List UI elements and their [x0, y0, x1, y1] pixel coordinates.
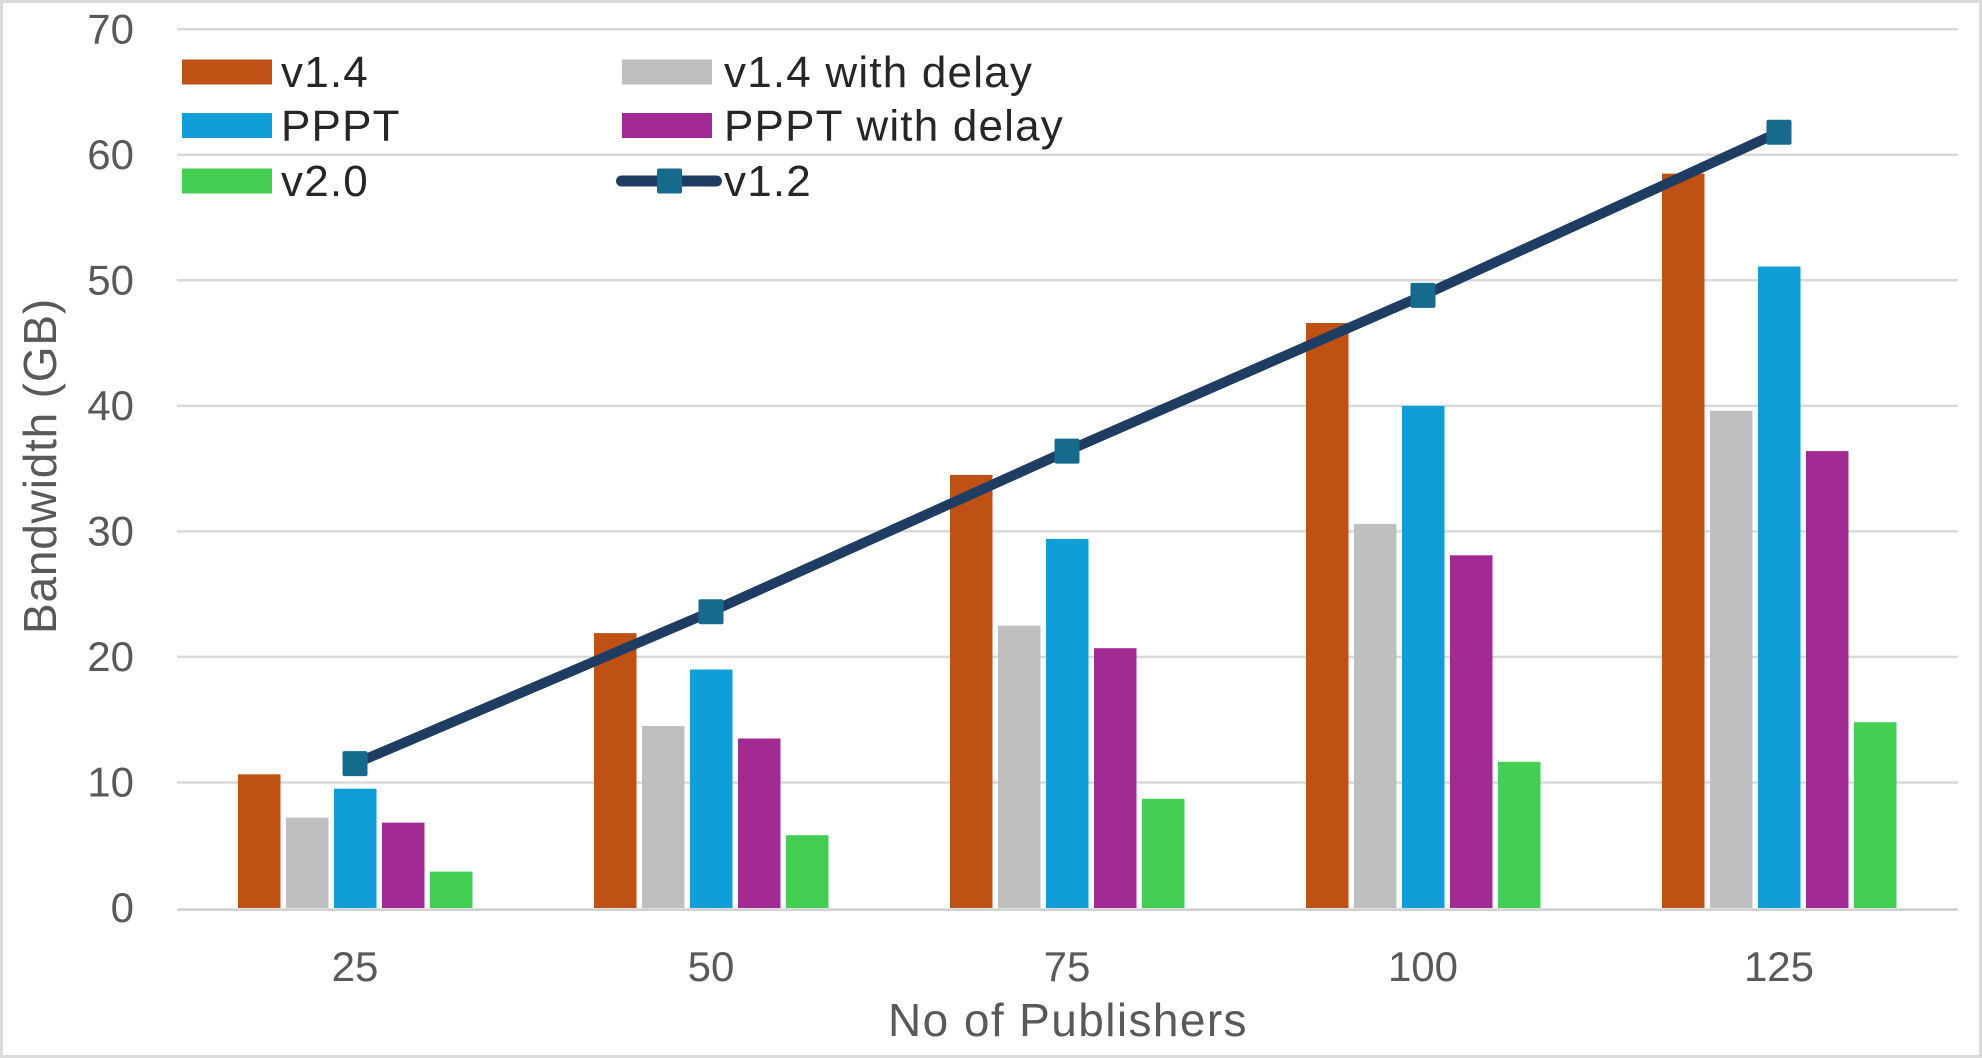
svg-text:v1.4 with delay: v1.4 with delay	[724, 48, 1033, 97]
svg-text:PPPT: PPPT	[281, 102, 401, 151]
svg-text:20: 20	[87, 633, 134, 680]
svg-text:75: 75	[1044, 943, 1091, 990]
svg-text:60: 60	[87, 131, 134, 178]
svg-text:30: 30	[87, 507, 134, 554]
svg-text:50: 50	[688, 943, 735, 990]
svg-text:v2.0: v2.0	[281, 157, 369, 206]
svg-text:Bandwidth (GB): Bandwidth (GB)	[14, 298, 66, 634]
svg-text:70: 70	[87, 5, 134, 52]
svg-text:10: 10	[87, 759, 134, 806]
svg-text:No of Publishers: No of Publishers	[888, 994, 1248, 1046]
svg-text:v1.2: v1.2	[724, 157, 812, 206]
svg-text:v1.4: v1.4	[281, 48, 369, 97]
svg-text:PPPT with delay: PPPT with delay	[724, 102, 1064, 151]
svg-text:100: 100	[1388, 943, 1458, 990]
svg-text:50: 50	[87, 256, 134, 303]
svg-text:25: 25	[332, 943, 379, 990]
svg-text:125: 125	[1744, 943, 1814, 990]
svg-text:0: 0	[111, 884, 134, 931]
svg-text:40: 40	[87, 382, 134, 429]
